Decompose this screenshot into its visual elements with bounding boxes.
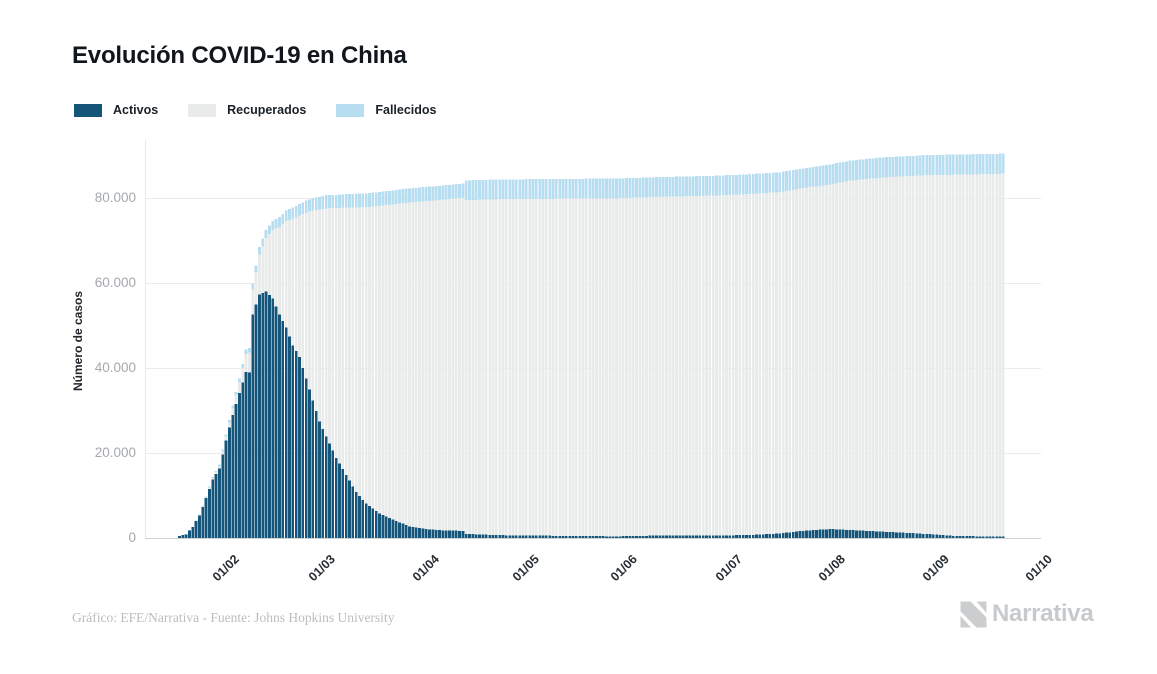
x-tick-01-02: 01/02: [209, 552, 242, 585]
legend-item-recuperados: Recuperados: [188, 103, 306, 117]
source-credit: Gráfico: EFE/Narrativa - Fuente: Johns H…: [72, 610, 395, 625]
chart-bars: [178, 153, 1005, 539]
y-tick-0: 0: [128, 530, 136, 545]
x-tick-01-04: 01/04: [409, 552, 442, 585]
y-tick-40000: 40.000: [94, 360, 136, 375]
narrativa-wordmark: Narrativa: [992, 600, 1094, 627]
x-tick-01-09: 01/09: [919, 552, 952, 585]
narrativa-logo: Narrativa: [960, 600, 1094, 628]
x-tick-01-03: 01/03: [305, 552, 338, 585]
x-tick-01-07: 01/07: [712, 552, 745, 585]
y-axis-title: Número de casos: [71, 290, 85, 392]
legend-label-activos: Activos: [113, 103, 159, 117]
fallecidos-swatch: [336, 103, 365, 117]
x-tick-01-08: 01/08: [815, 552, 848, 585]
legend-label-recuperados: Recuperados: [227, 103, 307, 117]
x-tick-01-05: 01/05: [509, 552, 542, 585]
x-tick-01-10: 01/10: [1022, 552, 1055, 585]
activos-swatch: [74, 103, 102, 117]
page-title: Evolución COVID-19 en China: [72, 42, 407, 69]
gridlines: [145, 140, 1041, 539]
x-tick-01-06: 01/06: [607, 552, 640, 585]
y-tick-60000: 60.000: [94, 275, 136, 290]
legend-label-fallecidos: Fallecidos: [375, 103, 437, 117]
chart-legend: Activos Recuperados Fallecidos: [74, 103, 437, 117]
legend-item-activos: Activos: [74, 103, 158, 117]
y-tick-80000: 80.000: [94, 190, 136, 205]
recuperados-swatch: [188, 103, 217, 117]
y-tick-20000: 20.000: [94, 445, 136, 460]
legend-item-fallecidos: Fallecidos: [336, 103, 437, 117]
narrativa-icon: [960, 601, 987, 627]
